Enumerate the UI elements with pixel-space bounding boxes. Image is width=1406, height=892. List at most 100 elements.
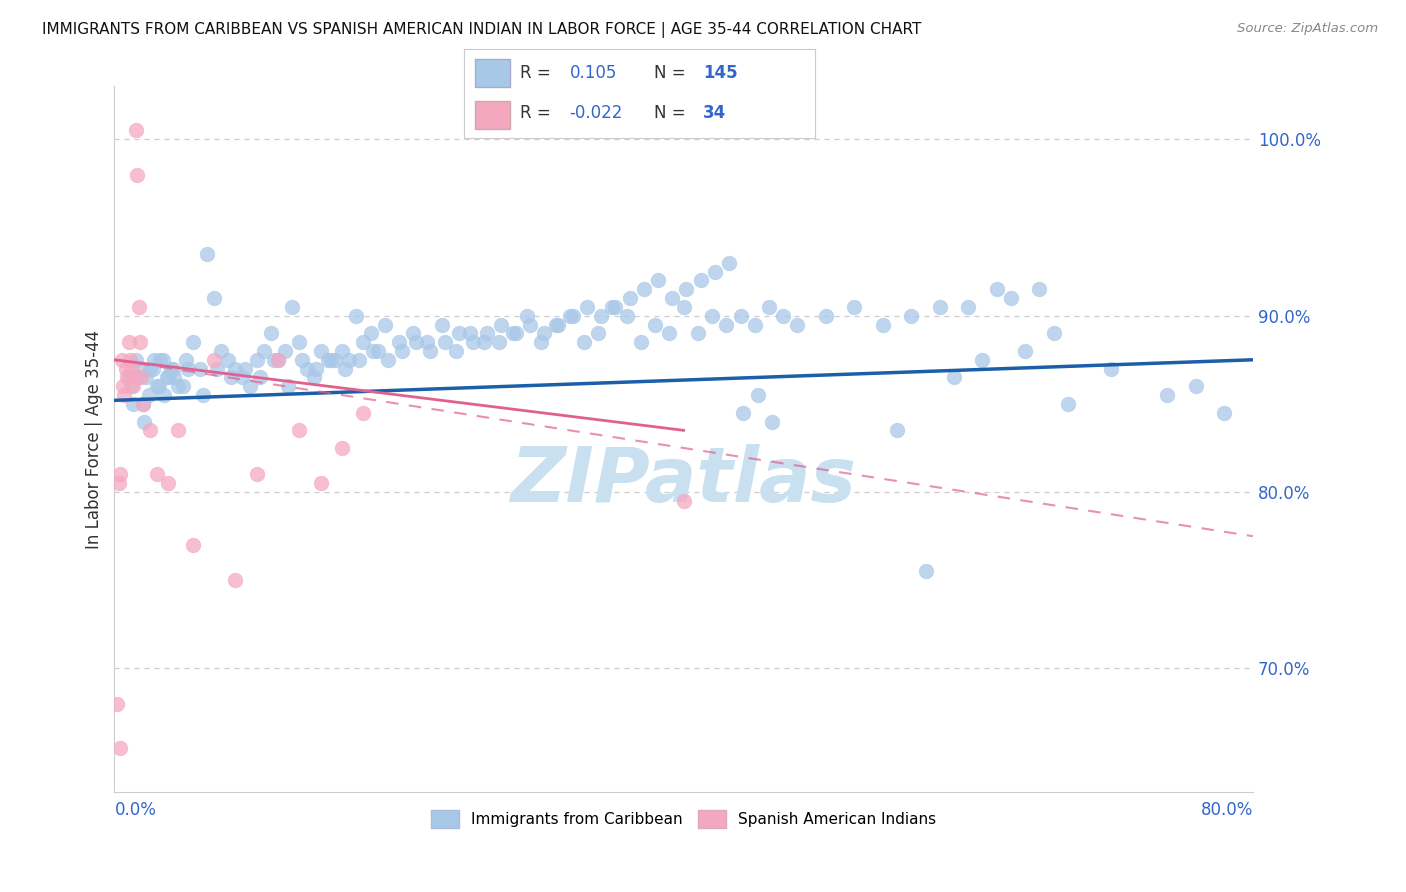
Point — [772, 309, 794, 323]
Point — [134, 415, 156, 429]
Point — [108, 467, 131, 482]
Point — [224, 361, 246, 376]
Text: Source: ZipAtlas.com: Source: ZipAtlas.com — [1237, 22, 1378, 36]
Point — [132, 397, 155, 411]
Point — [886, 423, 908, 437]
Point — [718, 256, 741, 270]
Point — [928, 300, 950, 314]
Point — [309, 476, 332, 491]
Point — [1028, 282, 1050, 296]
Point — [586, 326, 609, 341]
Point — [619, 291, 641, 305]
Point — [900, 309, 922, 323]
Point — [309, 343, 332, 358]
Point — [117, 335, 139, 350]
Point — [330, 441, 353, 455]
Point — [177, 361, 200, 376]
Point — [658, 326, 681, 341]
Point — [786, 318, 808, 332]
Point — [167, 379, 190, 393]
Point — [374, 318, 396, 332]
Point — [972, 352, 994, 367]
Point — [430, 318, 453, 332]
Point — [224, 574, 246, 588]
Point — [943, 370, 966, 384]
Point — [672, 300, 695, 314]
Point — [174, 352, 197, 367]
Point — [288, 335, 311, 350]
Point — [477, 326, 499, 341]
Text: 0.0%: 0.0% — [114, 801, 156, 819]
Point — [139, 423, 162, 437]
Point — [330, 343, 353, 358]
Point — [333, 361, 356, 376]
FancyBboxPatch shape — [475, 59, 510, 87]
Point — [121, 379, 143, 393]
Point — [547, 318, 569, 332]
Point — [122, 379, 145, 393]
Point — [188, 361, 211, 376]
Point — [163, 370, 186, 384]
Point — [957, 300, 980, 314]
Point — [143, 352, 166, 367]
Point — [1185, 379, 1208, 393]
Point — [162, 361, 184, 376]
Point — [814, 309, 837, 323]
Point — [747, 388, 769, 402]
Point — [319, 352, 342, 367]
Point — [129, 361, 152, 376]
Point — [125, 123, 148, 137]
Point — [461, 335, 484, 350]
Point — [253, 343, 276, 358]
Point — [347, 352, 370, 367]
Point — [128, 300, 150, 314]
Point — [1213, 406, 1236, 420]
Point — [267, 352, 290, 367]
Point — [519, 318, 541, 332]
Text: N =: N = — [654, 104, 685, 122]
Point — [115, 370, 138, 384]
Point — [388, 335, 411, 350]
Point — [125, 352, 148, 367]
Point — [602, 300, 624, 314]
Point — [630, 335, 652, 350]
Point — [405, 335, 427, 350]
Point — [277, 379, 299, 393]
Point — [153, 388, 176, 402]
Point — [447, 326, 470, 341]
Point — [274, 343, 297, 358]
Point — [605, 300, 627, 314]
Point — [647, 273, 669, 287]
Point — [458, 326, 481, 341]
Point — [744, 318, 766, 332]
Point — [352, 335, 374, 350]
Point — [661, 291, 683, 305]
Point — [107, 476, 129, 491]
Point — [591, 309, 613, 323]
Point — [246, 352, 269, 367]
Point — [700, 309, 723, 323]
Point — [363, 343, 385, 358]
Point — [246, 467, 269, 482]
Point — [488, 335, 510, 350]
Point — [239, 379, 262, 393]
Point — [291, 352, 314, 367]
Text: ZIPatlas: ZIPatlas — [510, 444, 856, 518]
Point — [872, 318, 894, 332]
Point — [152, 352, 174, 367]
Point — [110, 352, 132, 367]
Point — [117, 370, 139, 384]
Point — [121, 361, 143, 376]
Point — [686, 326, 709, 341]
Point — [305, 361, 328, 376]
Point — [209, 343, 232, 358]
Point — [172, 379, 194, 393]
Point — [444, 343, 467, 358]
Point — [367, 343, 389, 358]
Point — [1056, 397, 1078, 411]
Point — [288, 423, 311, 437]
Point — [249, 370, 271, 384]
Point — [733, 406, 755, 420]
Point — [202, 291, 225, 305]
Point — [344, 309, 367, 323]
